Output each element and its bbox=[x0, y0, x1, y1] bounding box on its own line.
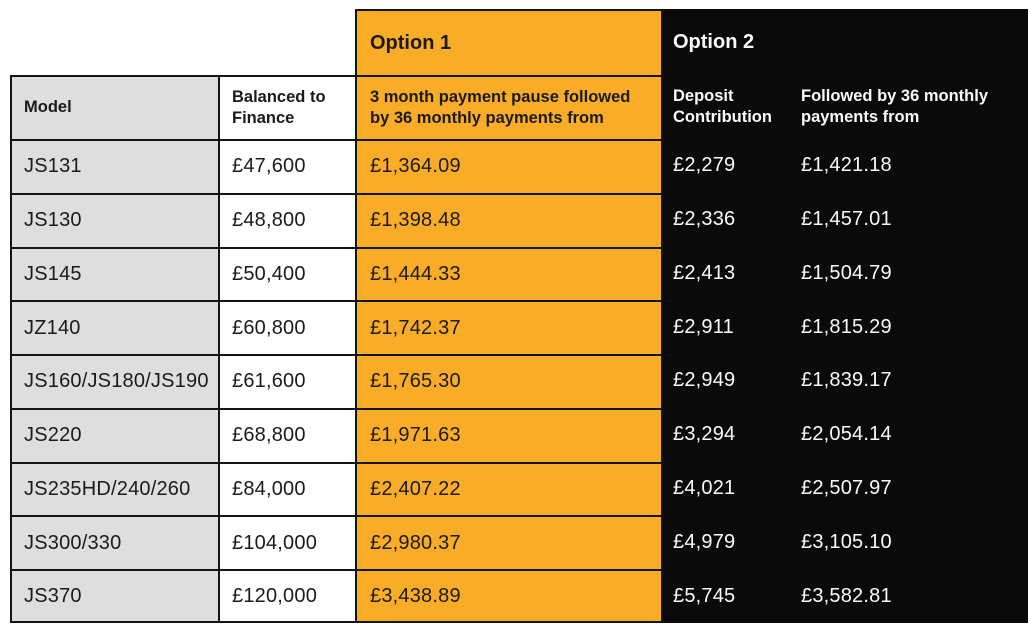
deposit-contribution-cell: £5,745 bbox=[663, 569, 795, 623]
option1-payment-cell: £1,765.30 bbox=[355, 354, 663, 408]
balanced-to-finance-cell: £47,600 bbox=[218, 139, 355, 193]
model-cell: JS160/JS180/JS190 bbox=[10, 354, 218, 408]
option2-payment-cell: £1,421.18 bbox=[795, 139, 1028, 193]
option2-banner-label: Option 2 bbox=[673, 30, 755, 53]
deposit-contribution-cell: £2,949 bbox=[663, 354, 795, 408]
balanced-to-finance-cell: £50,400 bbox=[218, 246, 355, 301]
option2-payment-cell: £2,507.97 bbox=[795, 461, 1028, 516]
banner-spacer-model bbox=[10, 9, 218, 75]
option1-payment-cell: £2,407.22 bbox=[355, 461, 663, 516]
option1-payment-cell: £1,444.33 bbox=[355, 246, 663, 301]
model-cell: JS235HD/240/260 bbox=[10, 461, 218, 516]
option1-payment-cell: £1,742.37 bbox=[355, 300, 663, 355]
banner-spacer-balanced bbox=[218, 9, 355, 75]
option1-banner: Option 1 bbox=[355, 9, 663, 75]
model-cell: JS130 bbox=[10, 192, 218, 247]
option1-payment-cell: £1,364.09 bbox=[355, 139, 663, 193]
deposit-contribution-cell: £3,294 bbox=[663, 407, 795, 462]
balanced-to-finance-cell: £68,800 bbox=[218, 407, 355, 462]
balanced-to-finance-header: Balanced to Finance bbox=[218, 75, 355, 139]
option2-payment-cell: £1,457.01 bbox=[795, 192, 1028, 247]
option2-payment-cell: £1,815.29 bbox=[795, 300, 1028, 355]
deposit-contribution-cell: £2,336 bbox=[663, 192, 795, 247]
option2-payment-cell: £2,054.14 bbox=[795, 407, 1028, 462]
finance-table: Option 1 Option 2 Model Balanced to Fina… bbox=[10, 9, 1028, 623]
option2-payment-cell: £1,839.17 bbox=[795, 354, 1028, 408]
deposit-contribution-cell: £2,911 bbox=[663, 300, 795, 355]
model-cell: JS131 bbox=[10, 139, 218, 193]
model-cell: JS220 bbox=[10, 407, 218, 462]
balanced-to-finance-cell: £60,800 bbox=[218, 300, 355, 355]
balanced-to-finance-cell: £104,000 bbox=[218, 515, 355, 570]
followed-payments-header: Followed by 36 monthly payments from bbox=[795, 75, 1028, 139]
model-cell: JS370 bbox=[10, 569, 218, 623]
option1-description-header: 3 month payment pause followed by 36 mon… bbox=[355, 75, 663, 139]
deposit-contribution-cell: £4,979 bbox=[663, 515, 795, 570]
model-header: Model bbox=[10, 75, 218, 139]
deposit-contribution-cell: £4,021 bbox=[663, 461, 795, 516]
deposit-contribution-header: Deposit Contribution bbox=[663, 75, 795, 139]
option1-payment-cell: £3,438.89 bbox=[355, 569, 663, 623]
balanced-to-finance-cell: £61,600 bbox=[218, 354, 355, 408]
model-cell: JS145 bbox=[10, 246, 218, 301]
balanced-to-finance-cell: £120,000 bbox=[218, 569, 355, 623]
option1-payment-cell: £1,971.63 bbox=[355, 407, 663, 462]
option2-payment-cell: £1,504.79 bbox=[795, 246, 1028, 301]
option2-payment-cell: £3,105.10 bbox=[795, 515, 1028, 570]
option2-payment-cell: £3,582.81 bbox=[795, 569, 1028, 623]
option2-banner: Option 2 bbox=[663, 9, 1028, 75]
deposit-contribution-cell: £2,279 bbox=[663, 139, 795, 193]
option1-banner-label: Option 1 bbox=[370, 31, 452, 54]
balanced-to-finance-cell: £48,800 bbox=[218, 192, 355, 247]
model-cell: JS300/330 bbox=[10, 515, 218, 570]
option1-payment-cell: £1,398.48 bbox=[355, 192, 663, 247]
option1-payment-cell: £2,980.37 bbox=[355, 515, 663, 570]
model-cell: JZ140 bbox=[10, 300, 218, 355]
deposit-contribution-cell: £2,413 bbox=[663, 246, 795, 301]
balanced-to-finance-cell: £84,000 bbox=[218, 461, 355, 516]
